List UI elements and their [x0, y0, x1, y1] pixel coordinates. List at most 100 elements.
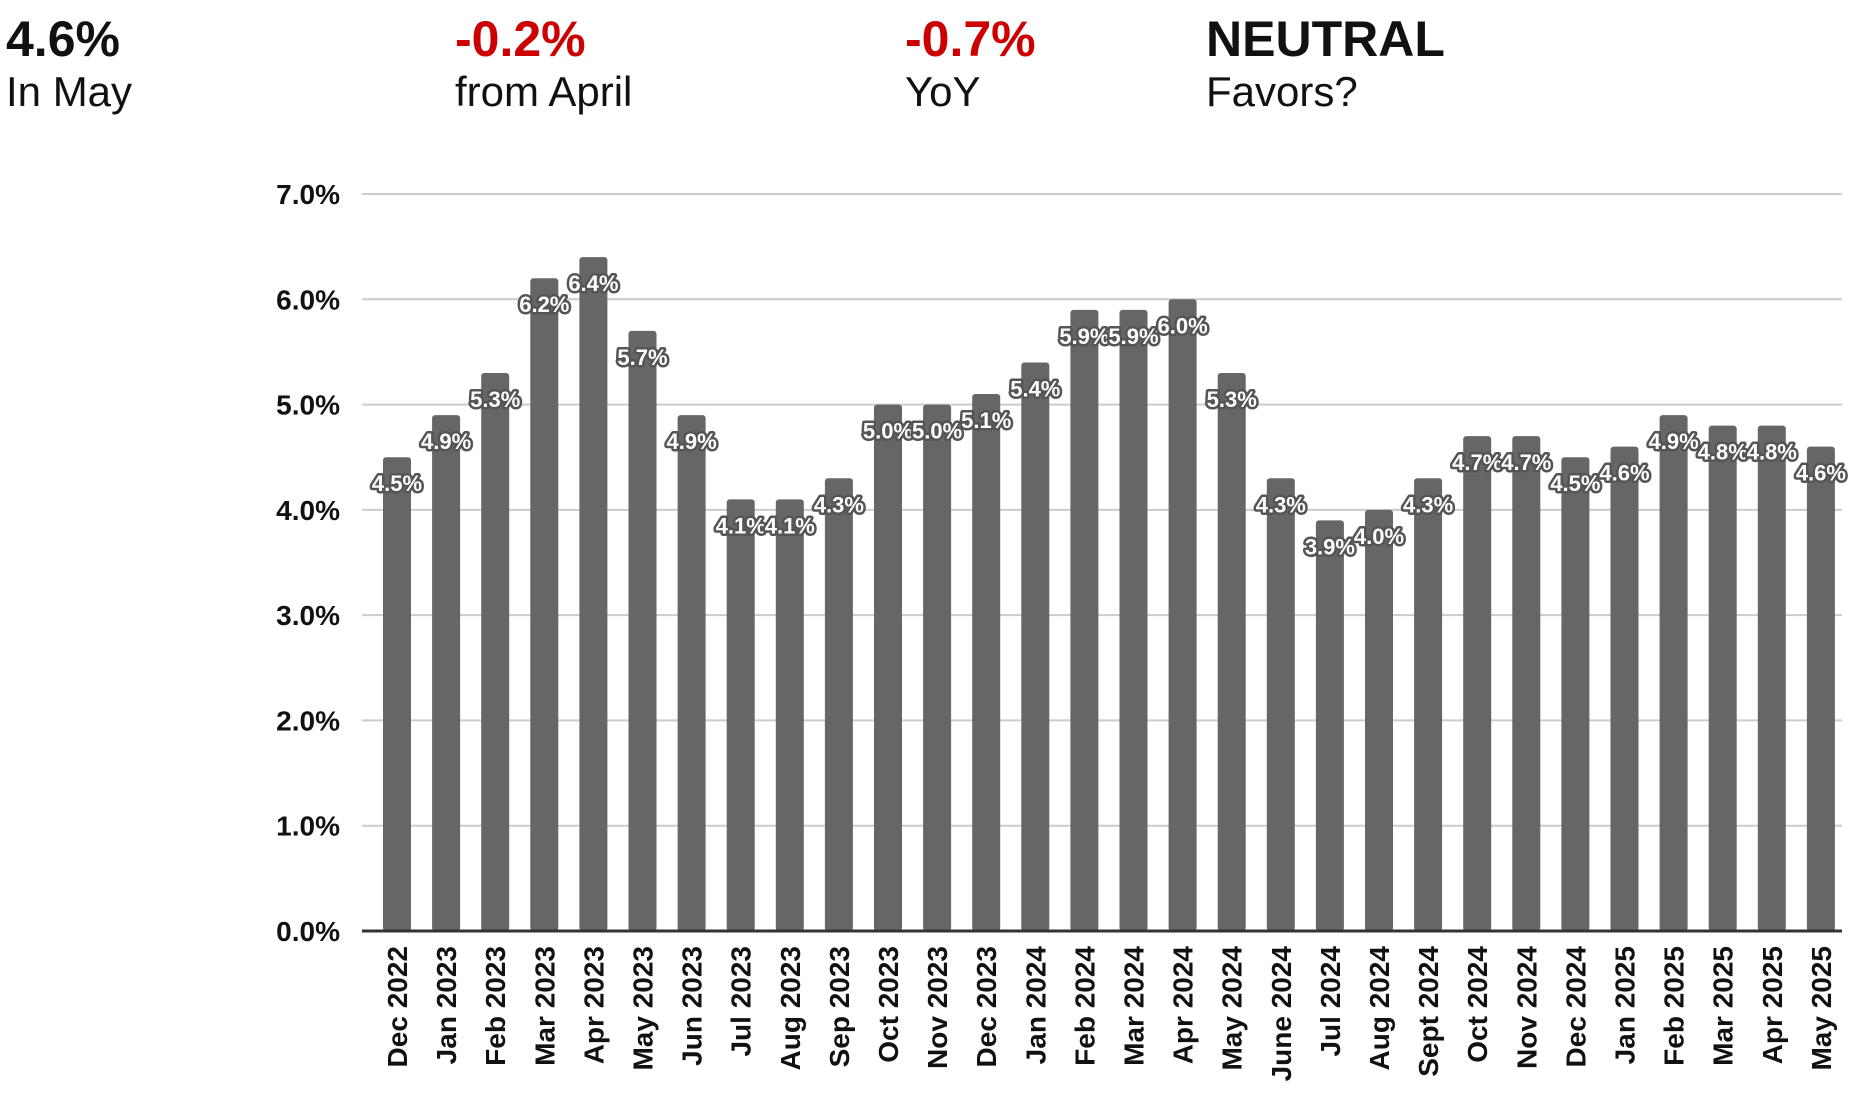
bar — [775, 499, 804, 931]
bar — [923, 404, 952, 932]
data-label: 4.6% — [1599, 461, 1649, 486]
stat-favors: NEUTRAL Favors? — [1206, 8, 1445, 114]
data-label: 4.3% — [1256, 492, 1306, 517]
x-tick-label: June 2024 — [1266, 946, 1297, 1082]
data-label: 4.5% — [372, 471, 422, 496]
bar — [1168, 299, 1197, 931]
y-tick-label: 6.0% — [276, 284, 340, 315]
x-tick-label: Aug 2024 — [1364, 946, 1395, 1071]
data-label: 4.6% — [1796, 461, 1846, 486]
bar — [1708, 425, 1737, 931]
data-label: 5.4% — [1010, 376, 1060, 401]
bar — [1070, 309, 1099, 931]
x-tick-label: Feb 2024 — [1069, 946, 1100, 1066]
y-axis: 0.0% 1.0% 2.0% 3.0% 4.0% 5.0% 6.0% 7.0% — [276, 179, 340, 947]
bar — [1217, 372, 1246, 931]
x-tick-label: Apr 2023 — [578, 946, 609, 1064]
bar — [1021, 362, 1050, 931]
data-label: 4.7% — [1452, 450, 1502, 475]
y-tick-label: 4.0% — [276, 495, 340, 526]
data-label: 6.0% — [1158, 313, 1208, 338]
data-label: 3.9% — [1305, 534, 1355, 559]
chart-gridlines — [362, 193, 1842, 827]
x-tick-label: May 2024 — [1217, 946, 1248, 1071]
data-label: 5.3% — [470, 387, 520, 412]
data-label: 4.3% — [814, 492, 864, 517]
bar — [481, 372, 510, 931]
data-label: 4.9% — [421, 429, 471, 454]
data-label: 5.3% — [1207, 387, 1257, 412]
x-tick-label: Apr 2024 — [1168, 946, 1199, 1065]
data-label: 4.1% — [765, 513, 815, 538]
data-label: 4.8% — [1747, 440, 1797, 465]
bar — [824, 478, 853, 931]
y-tick-label: 0.0% — [276, 916, 340, 947]
data-label: 4.8% — [1698, 440, 1748, 465]
x-tick-label: Jan 2023 — [431, 946, 462, 1064]
bar — [1561, 457, 1590, 931]
stat-yoy-change-label: YoY — [905, 68, 981, 115]
x-tick-label: Jan 2025 — [1610, 946, 1641, 1064]
bar — [677, 415, 706, 932]
bar — [432, 415, 461, 932]
x-tick-label: Oct 2024 — [1462, 946, 1493, 1063]
x-tick-label: Feb 2025 — [1659, 946, 1690, 1066]
bar — [1610, 446, 1639, 931]
stat-favors-value: NEUTRAL — [1206, 11, 1445, 67]
y-tick-label: 3.0% — [276, 600, 340, 631]
y-tick-label: 1.0% — [276, 811, 340, 842]
x-tick-label: Mar 2024 — [1119, 946, 1150, 1066]
stat-month-change-label: from April — [455, 68, 633, 115]
x-tick-label: Mar 2023 — [529, 946, 560, 1066]
bar — [1266, 478, 1295, 931]
x-tick-label: Dec 2024 — [1560, 946, 1591, 1068]
data-label: 6.2% — [519, 292, 569, 317]
data-label: 4.9% — [1649, 429, 1699, 454]
data-label: 4.9% — [667, 429, 717, 454]
bar-series — [383, 257, 1835, 932]
x-tick-label: Jun 2023 — [677, 946, 708, 1066]
data-label: 5.9% — [1059, 324, 1109, 349]
bar — [1757, 425, 1786, 931]
data-labels: 4.5%4.9%5.3%6.2%6.4%5.7%4.9%4.1%4.1%4.3%… — [369, 269, 1848, 562]
bar — [1119, 309, 1148, 931]
x-tick-label: Nov 2024 — [1511, 946, 1542, 1069]
bar — [1806, 446, 1835, 931]
x-tick-label: Oct 2023 — [873, 946, 904, 1063]
x-tick-label: Sep 2023 — [824, 946, 855, 1067]
y-tick-label: 5.0% — [276, 390, 340, 421]
data-label: 5.7% — [617, 345, 667, 370]
y-tick-label: 2.0% — [276, 705, 340, 736]
bar — [972, 394, 1001, 931]
x-tick-label: Apr 2025 — [1757, 946, 1788, 1064]
data-label: 5.0% — [912, 419, 962, 444]
x-tick-label: Mar 2025 — [1708, 946, 1739, 1066]
x-tick-label: Jan 2024 — [1020, 946, 1051, 1065]
bar — [530, 278, 559, 931]
stat-month-change: -0.2% from April — [455, 8, 632, 114]
stat-yoy-change-value: -0.7% — [905, 11, 1036, 67]
data-label: 5.9% — [1108, 324, 1158, 349]
bar — [1659, 415, 1688, 932]
data-label: 4.3% — [1403, 492, 1453, 517]
data-label: 4.0% — [1354, 524, 1404, 549]
bar — [1512, 436, 1541, 931]
x-tick-label: Jul 2024 — [1315, 946, 1346, 1057]
x-tick-label: May 2023 — [628, 946, 659, 1071]
bar — [628, 330, 657, 931]
bar — [1463, 436, 1492, 931]
stat-current-value: 4.6% — [6, 11, 120, 67]
stat-yoy-change: -0.7% YoY — [905, 8, 1036, 114]
x-tick-label: Aug 2023 — [775, 946, 806, 1071]
stat-current-label: In May — [6, 68, 133, 115]
stat-favors-label: Favors? — [1206, 68, 1358, 115]
x-tick-label: Nov 2023 — [922, 946, 953, 1069]
data-label: 4.1% — [716, 513, 766, 538]
x-tick-label: Dec 2022 — [382, 946, 413, 1067]
bar — [579, 257, 608, 932]
bar — [1315, 520, 1344, 931]
x-tick-label: Feb 2023 — [480, 946, 511, 1066]
bar — [1365, 509, 1393, 931]
x-tick-label: Sept 2024 — [1413, 946, 1444, 1077]
